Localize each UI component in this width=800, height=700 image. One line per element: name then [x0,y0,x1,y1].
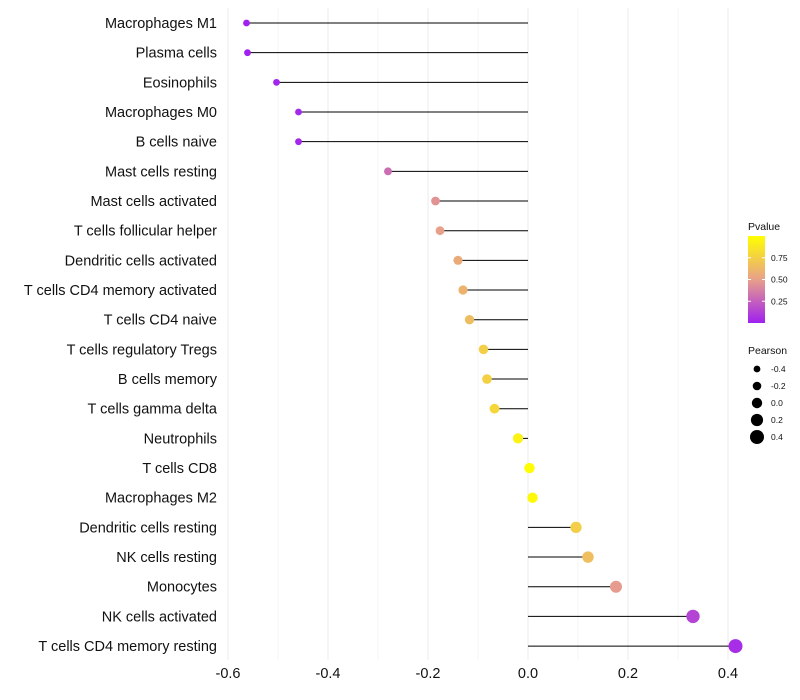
pearson-legend-title: Pearson [748,345,787,357]
size-legend-label: -0.4 [771,364,786,374]
y-tick-label: Macrophages M2 [105,491,217,507]
y-tick-label: T cells follicular helper [74,224,217,240]
lollipop-point [244,49,251,57]
lollipop-series [243,19,743,654]
lollipop-point [527,492,538,503]
x-axis-ticks: -0.6 -0.4 -0.2 0.0 0.2 0.4 [216,666,739,682]
colorbar-label: 0.50 [771,275,788,285]
size-legend-label: 0.2 [771,415,783,425]
lollipop-point [435,226,445,236]
y-tick-label: NK cells activated [102,609,217,625]
lollipop-point [524,462,535,474]
y-tick-label: Eosinophils [143,75,217,91]
y-tick-label: Mast cells resting [105,164,217,180]
y-tick-label: T cells regulatory Tregs [67,342,217,358]
pearson-legend: Pearson -0.4 -0.2 0.0 0.2 0.4 [748,345,787,444]
colorbar-label: 0.75 [771,253,788,263]
lollipop-point [243,19,250,27]
x-tick-label: -0.4 [316,666,341,682]
y-axis-labels: Macrophages M1 Plasma cells Eosinophils Mac… [24,16,218,655]
y-tick-label: Mast cells activated [90,194,217,210]
size-legend-dot [751,397,763,409]
lollipop-point [464,315,475,325]
y-tick-label: T cells CD4 memory activated [24,283,217,299]
y-tick-label: Neutrophils [144,431,217,447]
x-tick-label: 0.0 [518,666,538,682]
colorbar-label: 0.25 [771,296,788,306]
lollipop-point [458,285,468,295]
y-tick-label: B cells naive [136,135,217,151]
y-tick-label: T cells CD4 memory resting [38,639,217,655]
lollipop-point [482,374,492,384]
lollipop-point [512,433,524,444]
lollipop-point [453,255,463,265]
x-tick-label: 0.2 [618,666,638,682]
x-tick-label: -0.6 [216,666,241,682]
y-tick-label: B cells memory [118,372,218,388]
size-legend-dot [750,413,764,427]
lollipop-point [295,138,302,146]
y-tick-label: Macrophages M0 [105,105,217,121]
lollipop-point [273,78,280,86]
y-tick-label: T cells CD4 naive [104,313,217,329]
lollipop-point [686,609,700,624]
lollipop-point [295,108,302,116]
y-tick-label: Plasma cells [136,46,217,62]
size-legend-label: 0.0 [771,398,783,408]
y-tick-label: T cells CD8 [142,461,217,477]
y-tick-label: T cells gamma delta [88,402,218,418]
lollipop-point [384,167,392,176]
lollipop-point [582,551,594,563]
size-legend-label: 0.4 [771,432,783,442]
size-legend-label: -0.2 [771,381,786,391]
size-legend-dot [752,381,762,391]
lollipop-point [728,639,743,654]
x-tick-label: 0.4 [718,666,738,682]
y-tick-label: Monocytes [147,580,217,596]
pvalue-legend: Pvalue 0.25 0.50 0.75 [748,221,788,323]
lollipop-point [489,403,500,414]
y-tick-label: NK cells resting [116,550,217,566]
y-tick-label: Dendritic cells activated [65,253,217,269]
size-legend-dot [753,365,761,373]
y-tick-label: Dendritic cells resting [79,520,217,536]
lollipop-point [610,580,622,593]
x-tick-label: -0.2 [416,666,441,682]
y-tick-label: Macrophages M1 [105,16,217,32]
size-legend-dot [750,430,764,444]
grid-lines [227,8,729,660]
lollipop-point [431,196,440,206]
pvalue-legend-title: Pvalue [748,221,780,233]
lollipop-point [478,344,489,355]
lollipop-point [570,521,582,534]
pvalue-colorbar [748,236,765,323]
